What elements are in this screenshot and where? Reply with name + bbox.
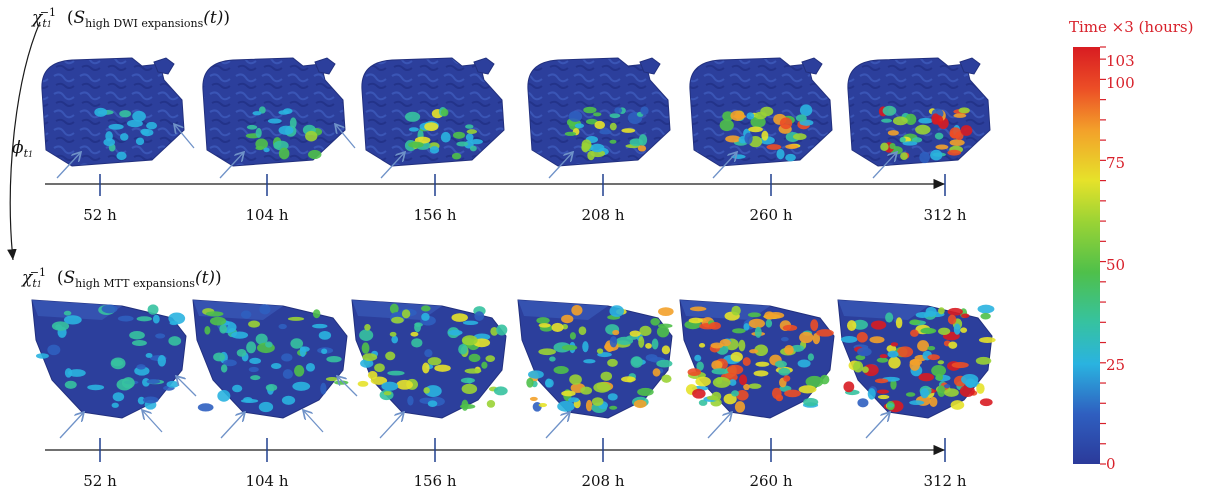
colorbar-label: 100 (1106, 74, 1135, 92)
colorbar-title: Time ×3 (hours) (1069, 18, 1194, 36)
dwi-snapshot (527, 57, 671, 179)
colorbar-label: 25 (1106, 356, 1126, 374)
dwi-time-label: 104 h (245, 206, 289, 224)
dwi-snapshot (689, 57, 833, 179)
dwi-snapshot (361, 57, 505, 179)
dwi-time-label: 312 h (923, 206, 967, 224)
colorbar-label: 50 (1106, 256, 1126, 274)
mtt-snapshot (351, 299, 508, 439)
phi-curve-arrow (7, 21, 41, 261)
mtt-snapshot (837, 299, 996, 439)
mtt-snapshot (679, 299, 835, 439)
mtt-snapshot (192, 299, 358, 439)
mtt-time-label: 52 h (83, 472, 117, 490)
mtt-time-label: 104 h (245, 472, 289, 490)
colorbar-label: 0 (1106, 455, 1116, 473)
phi-label: ϕt1 (12, 138, 34, 160)
dwi-time-label: 208 h (581, 206, 625, 224)
dwi-time-label: 260 h (749, 206, 793, 224)
colorbar (1073, 47, 1100, 464)
mtt-time-label: 260 h (749, 472, 793, 490)
mtt-time-label: 208 h (581, 472, 625, 490)
dwi-snapshot (41, 57, 195, 179)
mtt-time-label: 312 h (923, 472, 967, 490)
dwi-snapshot (202, 57, 356, 179)
dwi-row-label: χt1−1 (Shigh DWI expansions(t)) (32, 6, 231, 30)
mtt-snapshot (31, 299, 197, 439)
mtt-snapshots (31, 299, 996, 439)
colorbar-label: 75 (1106, 154, 1126, 172)
mtt-row-label: χt1−1 (Shigh MTT expansions(t)) (22, 266, 222, 290)
dwi-time-label: 156 h (413, 206, 457, 224)
colorbar-label: 103 (1106, 52, 1135, 70)
dwi-snapshots (41, 57, 991, 179)
dwi-snapshot (847, 57, 991, 179)
mtt-time-label: 156 h (413, 472, 457, 490)
axis-ticks (99, 174, 946, 462)
dwi-time-label: 52 h (83, 206, 117, 224)
colorbar-ticks (1100, 46, 1106, 465)
mtt-snapshot (517, 299, 674, 439)
